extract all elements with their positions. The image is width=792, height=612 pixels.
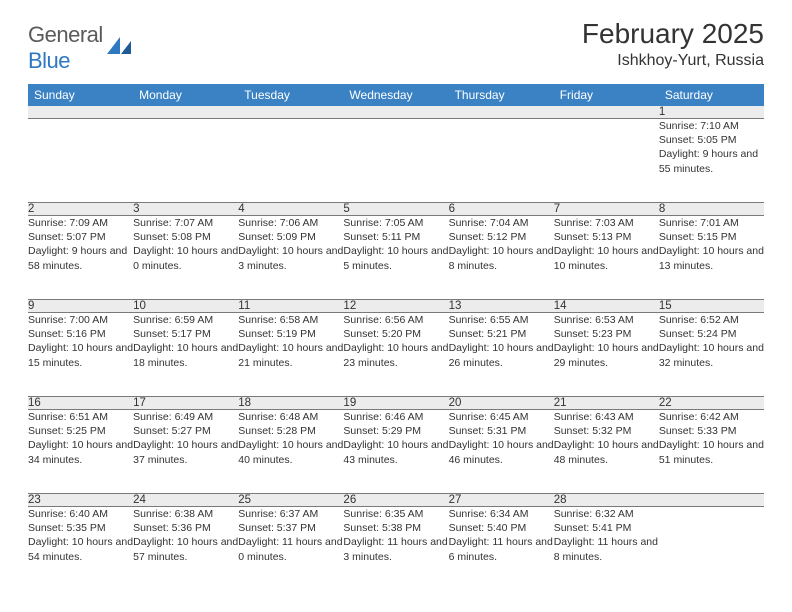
weekday-header: Tuesday [238,84,343,106]
weekday-header: Monday [133,84,238,106]
daynum-row: 1 [28,106,764,119]
day-detail: Sunrise: 7:00 AM Sunset: 5:16 PM Dayligh… [28,313,133,397]
day-number [28,106,133,119]
day-number: 7 [554,203,659,216]
day-detail: Sunrise: 6:42 AM Sunset: 5:33 PM Dayligh… [659,410,764,494]
day-detail: Sunrise: 7:10 AM Sunset: 5:05 PM Dayligh… [659,119,764,203]
day-number: 25 [238,494,343,507]
day-detail: Sunrise: 6:34 AM Sunset: 5:40 PM Dayligh… [449,507,554,565]
day-number [554,106,659,119]
day-detail [238,119,343,203]
day-number: 27 [449,494,554,507]
weekday-header-row: Sunday Monday Tuesday Wednesday Thursday… [28,84,764,106]
calendar-table: Sunday Monday Tuesday Wednesday Thursday… [28,84,764,565]
sail-icon [107,37,131,53]
month-title: February 2025 [582,18,764,50]
daynum-row: 9101112131415 [28,300,764,313]
day-detail: Sunrise: 7:05 AM Sunset: 5:11 PM Dayligh… [343,216,448,300]
day-detail: Sunrise: 6:48 AM Sunset: 5:28 PM Dayligh… [238,410,343,494]
calendar-page: General Blue February 2025 Ishkhoy-Yurt,… [0,0,792,583]
day-number: 14 [554,300,659,313]
brand-part1: General [28,22,103,47]
day-number: 16 [28,397,133,410]
day-detail: Sunrise: 6:38 AM Sunset: 5:36 PM Dayligh… [133,507,238,565]
weekday-header: Wednesday [343,84,448,106]
day-detail: Sunrise: 6:51 AM Sunset: 5:25 PM Dayligh… [28,410,133,494]
day-number: 28 [554,494,659,507]
day-number: 3 [133,203,238,216]
day-detail: Sunrise: 6:49 AM Sunset: 5:27 PM Dayligh… [133,410,238,494]
day-detail: Sunrise: 6:59 AM Sunset: 5:17 PM Dayligh… [133,313,238,397]
day-number: 24 [133,494,238,507]
day-number: 26 [343,494,448,507]
day-detail: Sunrise: 7:01 AM Sunset: 5:15 PM Dayligh… [659,216,764,300]
day-number: 18 [238,397,343,410]
day-detail [659,507,764,565]
brand-part2: Blue [28,48,70,73]
day-detail: Sunrise: 7:06 AM Sunset: 5:09 PM Dayligh… [238,216,343,300]
day-number: 17 [133,397,238,410]
day-detail [133,119,238,203]
weekday-header: Sunday [28,84,133,106]
weekday-header: Thursday [449,84,554,106]
day-number [449,106,554,119]
day-number: 10 [133,300,238,313]
day-number: 9 [28,300,133,313]
day-detail [343,119,448,203]
day-detail: Sunrise: 6:53 AM Sunset: 5:23 PM Dayligh… [554,313,659,397]
day-number: 2 [28,203,133,216]
day-number: 11 [238,300,343,313]
day-detail [449,119,554,203]
day-detail: Sunrise: 6:55 AM Sunset: 5:21 PM Dayligh… [449,313,554,397]
detail-row: Sunrise: 7:10 AM Sunset: 5:05 PM Dayligh… [28,119,764,203]
day-number: 20 [449,397,554,410]
day-number: 19 [343,397,448,410]
brand-text: General Blue [28,22,103,74]
day-detail: Sunrise: 6:43 AM Sunset: 5:32 PM Dayligh… [554,410,659,494]
day-detail: Sunrise: 6:32 AM Sunset: 5:41 PM Dayligh… [554,507,659,565]
day-number: 4 [238,203,343,216]
day-number: 12 [343,300,448,313]
day-number [133,106,238,119]
detail-row: Sunrise: 6:51 AM Sunset: 5:25 PM Dayligh… [28,410,764,494]
day-number: 21 [554,397,659,410]
day-detail: Sunrise: 6:35 AM Sunset: 5:38 PM Dayligh… [343,507,448,565]
day-detail [28,119,133,203]
day-detail: Sunrise: 6:56 AM Sunset: 5:20 PM Dayligh… [343,313,448,397]
header: General Blue February 2025 Ishkhoy-Yurt,… [28,18,764,74]
day-number: 15 [659,300,764,313]
day-detail: Sunrise: 6:46 AM Sunset: 5:29 PM Dayligh… [343,410,448,494]
day-number [659,494,764,507]
day-number [238,106,343,119]
detail-row: Sunrise: 6:40 AM Sunset: 5:35 PM Dayligh… [28,507,764,565]
title-block: February 2025 Ishkhoy-Yurt, Russia [582,18,764,70]
daynum-row: 2345678 [28,203,764,216]
detail-row: Sunrise: 7:09 AM Sunset: 5:07 PM Dayligh… [28,216,764,300]
day-number [343,106,448,119]
day-number: 8 [659,203,764,216]
day-number: 23 [28,494,133,507]
daynum-row: 16171819202122 [28,397,764,410]
day-detail: Sunrise: 6:52 AM Sunset: 5:24 PM Dayligh… [659,313,764,397]
detail-row: Sunrise: 7:00 AM Sunset: 5:16 PM Dayligh… [28,313,764,397]
day-detail: Sunrise: 6:40 AM Sunset: 5:35 PM Dayligh… [28,507,133,565]
day-detail: Sunrise: 6:45 AM Sunset: 5:31 PM Dayligh… [449,410,554,494]
day-number: 1 [659,106,764,119]
day-detail: Sunrise: 7:03 AM Sunset: 5:13 PM Dayligh… [554,216,659,300]
brand-logo: General Blue [28,22,131,74]
day-number: 13 [449,300,554,313]
day-number: 5 [343,203,448,216]
day-number: 6 [449,203,554,216]
weekday-header: Saturday [659,84,764,106]
day-detail [554,119,659,203]
day-number: 22 [659,397,764,410]
day-detail: Sunrise: 7:04 AM Sunset: 5:12 PM Dayligh… [449,216,554,300]
daynum-row: 232425262728 [28,494,764,507]
day-detail: Sunrise: 6:58 AM Sunset: 5:19 PM Dayligh… [238,313,343,397]
location: Ishkhoy-Yurt, Russia [582,52,764,70]
day-detail: Sunrise: 7:07 AM Sunset: 5:08 PM Dayligh… [133,216,238,300]
day-detail: Sunrise: 6:37 AM Sunset: 5:37 PM Dayligh… [238,507,343,565]
day-detail: Sunrise: 7:09 AM Sunset: 5:07 PM Dayligh… [28,216,133,300]
weekday-header: Friday [554,84,659,106]
